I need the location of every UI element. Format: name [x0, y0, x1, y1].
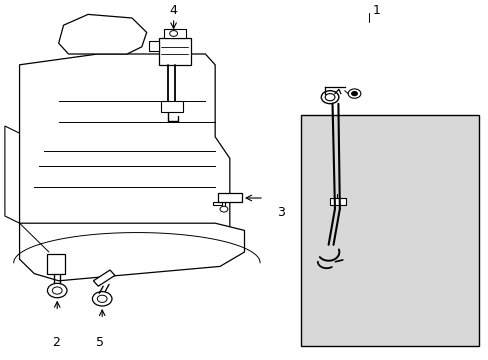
Text: 1: 1	[372, 4, 380, 17]
Polygon shape	[93, 270, 115, 286]
Polygon shape	[163, 29, 185, 38]
Circle shape	[351, 91, 357, 96]
Polygon shape	[59, 14, 146, 54]
Polygon shape	[47, 254, 65, 274]
Polygon shape	[159, 38, 190, 65]
Polygon shape	[161, 101, 183, 112]
Text: 3: 3	[277, 206, 285, 219]
Polygon shape	[20, 54, 229, 252]
Text: 4: 4	[169, 4, 177, 17]
Text: 5: 5	[96, 336, 104, 348]
Polygon shape	[329, 198, 346, 205]
Bar	[300, 115, 478, 346]
Polygon shape	[20, 223, 244, 281]
Polygon shape	[212, 202, 222, 205]
Polygon shape	[5, 126, 20, 223]
Polygon shape	[217, 193, 242, 202]
Text: 2: 2	[52, 336, 60, 348]
Polygon shape	[149, 41, 159, 51]
